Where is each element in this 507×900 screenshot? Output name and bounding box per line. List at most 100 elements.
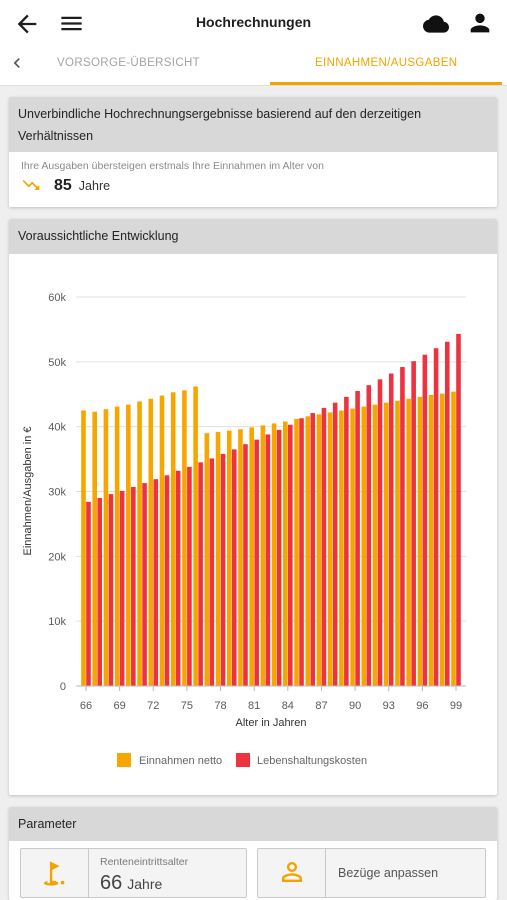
bar-lebenshaltungskosten-99: [456, 333, 461, 686]
y-tick-label: 10k: [48, 616, 66, 628]
bar-lebenshaltungskosten-79: [231, 449, 237, 686]
x-tick-label: 81: [248, 700, 260, 712]
bar-einnahmen-82: [260, 425, 266, 686]
bar-einnahmen-73: [159, 395, 165, 686]
bar-einnahmen-85: [294, 418, 299, 686]
bar-lebenshaltungskosten-82: [265, 434, 271, 686]
bar-einnahmen-98: [439, 393, 445, 686]
y-tick-label: 40k: [48, 422, 66, 434]
bar-einnahmen-74: [170, 392, 176, 686]
bar-lebenshaltungskosten-96: [422, 354, 428, 686]
x-tick-label: 87: [315, 700, 327, 712]
bar-lebenshaltungskosten-68: [108, 494, 114, 686]
adjust-income-button[interactable]: Bezüge anpassen: [257, 848, 486, 898]
bar-lebenshaltungskosten-67: [97, 497, 103, 686]
page-title: Hochrechnungen: [195, 14, 312, 30]
bar-lebenshaltungskosten-70: [131, 486, 136, 686]
bar-einnahmen-72: [148, 398, 154, 686]
x-tick-label: 66: [80, 700, 92, 712]
x-tick-label: 72: [147, 700, 159, 712]
bar-einnahmen-91: [361, 406, 367, 686]
bar-einnahmen-68: [103, 409, 109, 686]
bar-einnahmen-97: [428, 394, 434, 686]
bar-einnahmen-70: [126, 404, 131, 686]
chart-card-header: Voraussichtliche Entwicklung: [9, 219, 497, 254]
bar-einnahmen-89: [339, 410, 344, 686]
tab-einnahmen-ausgaben[interactable]: EINNAHMEN/AUSGABEN: [315, 57, 458, 69]
x-tick-label: 99: [450, 700, 462, 712]
bar-einnahmen-69: [114, 406, 120, 686]
bar-einnahmen-83: [271, 423, 277, 686]
bar-einnahmen-76: [193, 386, 198, 686]
person-outline-icon: [277, 857, 307, 887]
bar-einnahmen-90: [350, 408, 355, 686]
trending-down-icon: [21, 175, 41, 195]
bar-lebenshaltungskosten-77: [209, 458, 215, 686]
y-tick-label: 30k: [48, 487, 66, 499]
bar-lebenshaltungskosten-93: [388, 373, 394, 686]
menu-icon[interactable]: [58, 10, 85, 37]
bar-lebenshaltungskosten-84: [288, 424, 293, 686]
bar-einnahmen-66: [81, 410, 86, 686]
bar-einnahmen-88: [327, 412, 333, 686]
bar-lebenshaltungskosten-86: [310, 413, 316, 686]
bar-chart: 0 10k 20k 30k 40k 50k 60k 66 69 72 75 78 81 84 87 90 93 9…: [22, 292, 466, 767]
legend-swatch-lebenshaltungskosten: [236, 753, 250, 767]
chart-card: Voraussichtliche Entwicklung 0 10k 20k 30k 4…: [9, 219, 497, 795]
x-tick-label: 78: [214, 700, 226, 712]
bar-lebenshaltungskosten-83: [276, 429, 282, 686]
parameter-card-header: Parameter: [9, 807, 497, 841]
y-tick-label: 60k: [48, 292, 66, 304]
parameter-card: Parameter Renteneintrittsalter 66 Jahre …: [9, 807, 497, 900]
cloud-icon[interactable]: [423, 11, 449, 37]
tab-vorsorge-uebersicht[interactable]: VORSORGE-ÜBERSICHT: [57, 57, 201, 69]
x-tick-label: 84: [282, 700, 294, 712]
bar-lebenshaltungskosten-92: [377, 379, 383, 686]
legend-swatch-einnahmen: [117, 753, 131, 767]
bar-einnahmen-84: [283, 421, 288, 686]
bar-lebenshaltungskosten-76: [198, 462, 203, 686]
chevron-left-icon[interactable]: [7, 53, 27, 73]
bar-einnahmen-94: [395, 400, 400, 686]
bar-einnahmen-81: [249, 427, 254, 686]
bar-einnahmen-77: [204, 433, 210, 686]
bar-einnahmen-75: [182, 390, 187, 686]
app-bar: Hochrechnungen: [0, 0, 507, 44]
account-icon[interactable]: [466, 9, 494, 37]
x-tick-label: 69: [114, 700, 126, 712]
bar-lebenshaltungskosten-98: [444, 341, 450, 686]
crossover-age-value: 85: [54, 177, 72, 194]
bar-einnahmen-95: [406, 398, 411, 686]
x-tick-label: 90: [349, 700, 361, 712]
summary-note: Ihre Ausgaben übersteigen erstmals Ihre …: [21, 160, 324, 172]
bar-einnahmen-93: [383, 402, 389, 686]
adjust-income-label: Bezüge anpassen: [338, 866, 439, 880]
summary-card-header: Unverbindliche Hochrechnungsergebnisse b…: [9, 97, 497, 152]
bar-lebenshaltungskosten-81: [254, 439, 259, 686]
retirement-age-unit: Jahre: [127, 876, 163, 892]
summary-card: Unverbindliche Hochrechnungsergebnisse b…: [9, 97, 497, 207]
bar-einnahmen-71: [137, 401, 142, 686]
retirement-age-button[interactable]: Renteneintrittsalter 66 Jahre: [20, 848, 247, 898]
bar-lebenshaltungskosten-71: [142, 483, 147, 686]
bar-lebenshaltungskosten-69: [119, 490, 125, 686]
bar-einnahmen-92: [372, 404, 378, 686]
bar-lebenshaltungskosten-90: [355, 391, 360, 686]
retirement-icon-section: [21, 849, 89, 897]
bar-einnahmen-96: [417, 396, 423, 686]
x-tick-label: 93: [383, 700, 395, 712]
bar-einnahmen-80: [238, 429, 243, 686]
y-tick-label: 20k: [48, 551, 66, 563]
y-axis-label: Einnahmen/Ausgaben in €: [22, 426, 34, 555]
bar-lebenshaltungskosten-66: [86, 501, 91, 686]
retirement-age: 66 Jahre: [100, 872, 162, 895]
bar-lebenshaltungskosten-94: [400, 367, 405, 686]
tab-bar: VORSORGE-ÜBERSICHT EINNAHMEN/AUSGABEN: [0, 44, 507, 86]
legend-label-einnahmen: Einnahmen netto: [139, 755, 222, 767]
bar-lebenshaltungskosten-74: [175, 470, 181, 686]
bar-einnahmen-67: [92, 411, 98, 686]
bar-lebenshaltungskosten-73: [164, 475, 170, 686]
x-tick-label: 75: [181, 700, 193, 712]
retirement-age-label: Renteneintrittsalter: [100, 856, 189, 868]
arrow-left-icon[interactable]: [13, 10, 41, 38]
